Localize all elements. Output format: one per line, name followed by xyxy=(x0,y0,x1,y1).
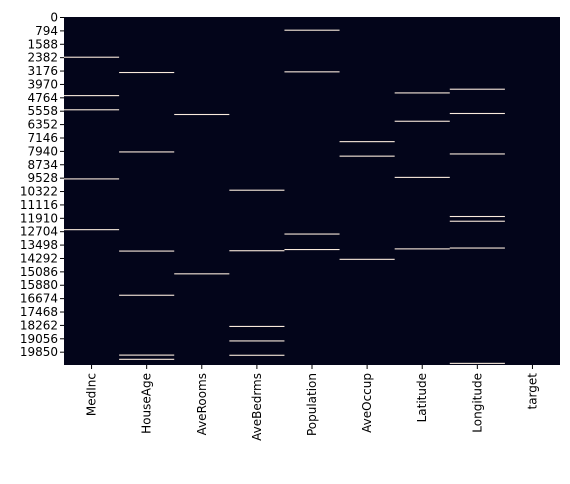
x-tick-label-latitude: Latitude xyxy=(415,373,429,422)
missing-mark-longitude xyxy=(449,362,505,364)
missing-mark-aveoccup xyxy=(339,155,395,157)
x-tick-label-averooms: AveRooms xyxy=(195,373,209,435)
y-tick-label: 19056 xyxy=(20,332,58,346)
y-tick-label: 9528 xyxy=(27,171,58,185)
y-tick-label: 4764 xyxy=(27,91,58,105)
missing-mark-longitude xyxy=(449,153,505,155)
y-tick-label: 18262 xyxy=(20,318,58,332)
missing-mark-latitude xyxy=(394,92,450,94)
missing-mark-medinc xyxy=(64,56,120,58)
missing-mark-medinc xyxy=(64,229,120,231)
y-tick-label: 1588 xyxy=(27,37,58,51)
missing-mark-medinc xyxy=(64,178,120,180)
y-tick-label: 16674 xyxy=(20,292,58,306)
missing-mark-avebedrms xyxy=(229,250,285,252)
y-tick-label: 794 xyxy=(35,24,58,38)
y-tick-label: 3176 xyxy=(27,64,58,78)
y-tick-label: 5558 xyxy=(27,104,58,118)
y-tick-label: 7146 xyxy=(27,131,58,145)
y-tick-label: 11910 xyxy=(20,211,58,225)
missing-mark-averooms xyxy=(174,113,230,116)
missing-mark-averooms xyxy=(174,273,230,275)
heatmap-area xyxy=(64,17,560,365)
y-tick-label: 15086 xyxy=(20,265,58,279)
missing-mark-population xyxy=(284,249,340,251)
x-tick-label-longitude: Longitude xyxy=(470,373,484,433)
y-tick-label: 2382 xyxy=(27,51,58,65)
y-tick-label: 6352 xyxy=(27,118,58,132)
x-tick-label-medinc: MedInc xyxy=(85,373,99,416)
y-tick-label: 15880 xyxy=(20,278,58,292)
missing-mark-longitude xyxy=(449,220,505,222)
missing-mark-population xyxy=(284,233,340,235)
missing-mark-aveoccup xyxy=(339,258,395,260)
x-tick-label-houseage: HouseAge xyxy=(140,373,154,434)
x-axis: MedInc HouseAge AveRooms AveBedrms Populatio… xyxy=(85,365,539,441)
y-tick-label: 7940 xyxy=(27,144,58,158)
missing-mark-houseage xyxy=(119,358,175,360)
missing-mark-houseage xyxy=(119,71,175,74)
missing-value-marks xyxy=(64,29,505,364)
y-tick-label: 14292 xyxy=(20,251,58,265)
y-tick-label: 3970 xyxy=(27,77,58,91)
missing-mark-avebedrms xyxy=(229,325,285,327)
y-tick-label: 0 xyxy=(50,11,58,25)
missing-mark-longitude xyxy=(449,88,505,90)
y-tick-label: 12704 xyxy=(20,225,58,239)
missing-mark-population xyxy=(284,29,340,31)
missing-mark-latitude xyxy=(394,176,450,178)
missing-mark-houseage xyxy=(119,354,175,356)
missing-mark-medinc xyxy=(64,95,120,97)
missing-mark-avebedrms xyxy=(229,340,285,342)
missing-mark-longitude xyxy=(449,215,505,218)
missing-mark-longitude xyxy=(449,247,505,249)
missing-mark-houseage xyxy=(119,250,175,252)
missing-mark-longitude xyxy=(449,112,505,115)
x-tick-label-population: Population xyxy=(305,373,319,436)
y-tick-label: 13498 xyxy=(20,238,58,252)
missing-mark-aveoccup xyxy=(339,141,395,143)
missing-mark-avebedrms xyxy=(229,189,285,191)
y-tick-label: 11116 xyxy=(20,198,58,212)
y-tick-label: 8734 xyxy=(27,158,58,172)
missing-mark-latitude xyxy=(394,120,450,122)
y-tick-label: 17468 xyxy=(20,305,58,319)
missing-mark-medinc xyxy=(64,109,120,111)
y-tick-label: 19850 xyxy=(20,345,58,359)
y-axis: 0794158823823176397047645558635271467940… xyxy=(20,11,64,359)
missing-mark-latitude xyxy=(394,248,450,250)
missing-mark-houseage xyxy=(119,151,175,153)
y-tick-label: 10322 xyxy=(20,185,58,199)
missing-mark-houseage xyxy=(119,294,175,296)
missing-mark-population xyxy=(284,71,340,73)
x-tick-label-target: target xyxy=(525,373,539,410)
x-tick-label-aveoccup: AveOccup xyxy=(360,373,374,433)
missing-mark-avebedrms xyxy=(229,354,285,356)
x-tick-label-avebedrms: AveBedrms xyxy=(250,373,264,441)
